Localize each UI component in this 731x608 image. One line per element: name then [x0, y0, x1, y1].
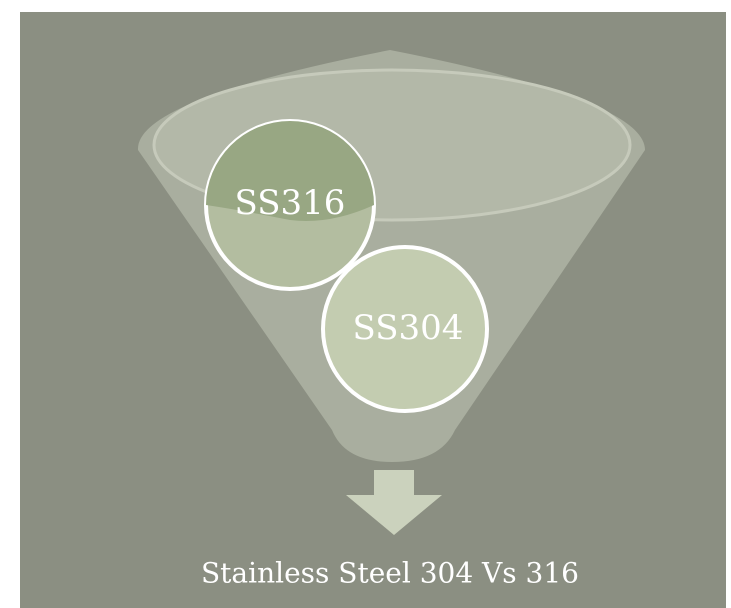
node-label: SS316 [235, 183, 346, 223]
node-label: SS304 [353, 308, 464, 348]
caption: Stainless Steel 304 Vs 316 [201, 557, 579, 590]
diagram: SS316 SS304 Stainless Steel 304 Vs 316 [0, 0, 731, 608]
